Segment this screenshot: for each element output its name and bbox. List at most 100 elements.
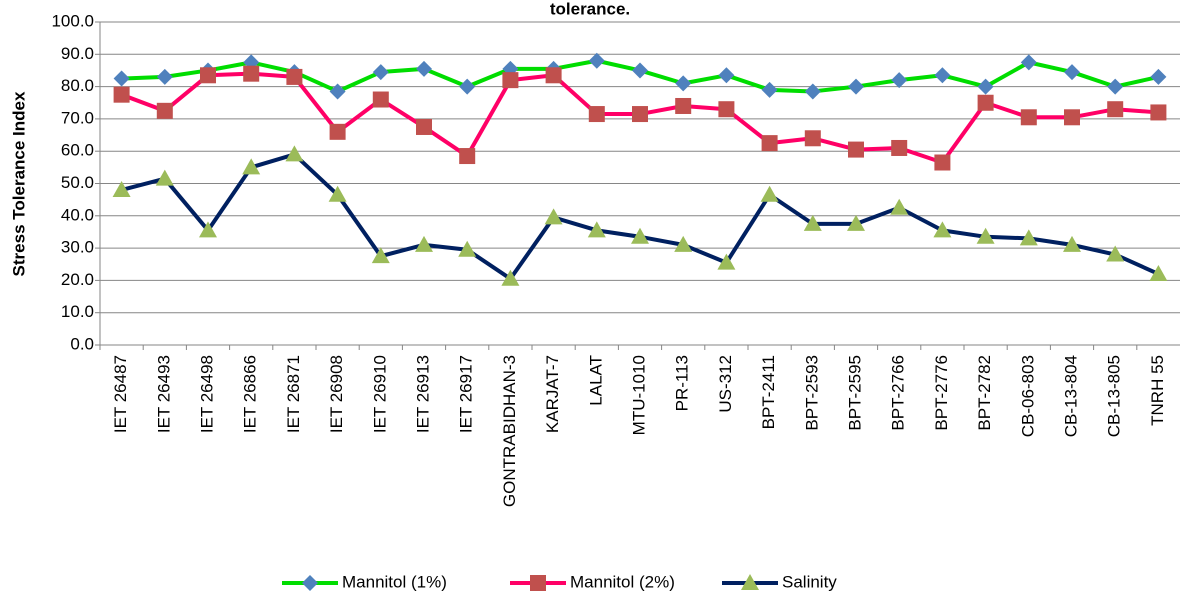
data-point: [761, 81, 778, 98]
data-point: [459, 78, 476, 95]
data-point: [761, 135, 778, 152]
x-tick-label: MTU-1010: [629, 355, 648, 435]
data-point: [416, 118, 432, 135]
legend-label: Mannitol (1%): [342, 572, 447, 591]
data-point: [675, 97, 692, 114]
data-point: [415, 235, 433, 252]
data-point: [372, 91, 389, 108]
x-tick-label: PR-113: [673, 355, 692, 411]
data-point: [199, 221, 217, 238]
legend-label: Salinity: [782, 572, 837, 591]
data-point: [891, 139, 908, 156]
data-point: [674, 235, 693, 252]
y-tick-label: 10.0: [61, 302, 94, 321]
data-point: [1107, 78, 1124, 95]
data-point: [804, 130, 821, 147]
data-point: [416, 60, 432, 77]
data-point: [977, 78, 994, 95]
data-point: [285, 145, 304, 162]
data-point: [933, 221, 952, 238]
data-point: [588, 106, 605, 123]
legend-marker: [741, 574, 759, 590]
data-point: [890, 198, 909, 215]
y-tick-label: 30.0: [61, 238, 94, 257]
data-point: [803, 214, 822, 231]
data-point: [1064, 109, 1080, 126]
data-point: [501, 269, 520, 286]
x-tick-label: CB-13-805: [1105, 355, 1124, 437]
data-point: [156, 68, 173, 85]
x-tick-label: BPT-2595: [845, 355, 864, 431]
x-tick-label: US-312: [716, 355, 735, 413]
legend-marker: [302, 575, 318, 591]
data-point: [675, 75, 692, 92]
data-point: [717, 253, 736, 270]
x-tick-label: CB-06-803: [1018, 355, 1037, 437]
y-tick-label: 40.0: [61, 205, 94, 224]
y-tick-label: 0.0: [70, 334, 94, 353]
x-tick-label: BPT-2593: [802, 355, 821, 431]
data-point: [113, 70, 130, 87]
x-tick-label: IET 26493: [154, 355, 173, 433]
y-axis-label: Stress Tolerance Index: [9, 91, 28, 276]
data-point: [848, 78, 864, 95]
y-tick-label: 100.0: [51, 11, 94, 30]
data-point: [1063, 235, 1081, 252]
x-tick-label: TNRH 55: [1148, 355, 1167, 426]
data-point: [1150, 104, 1167, 121]
data-point: [976, 227, 995, 244]
x-tick-label: LALAT: [586, 355, 605, 406]
data-point: [372, 64, 389, 81]
data-point: [286, 68, 303, 85]
data-point: [587, 221, 606, 238]
data-point: [112, 180, 131, 197]
y-tick-label: 80.0: [61, 76, 94, 95]
data-point: [1106, 245, 1125, 262]
x-tick-label: IET 26913: [413, 355, 432, 433]
x-tick-label: IET 26498: [197, 355, 216, 433]
y-tick-label: 50.0: [61, 173, 94, 192]
data-point: [632, 62, 648, 79]
data-point: [934, 67, 951, 84]
data-point: [588, 52, 605, 69]
data-point: [848, 141, 864, 158]
data-point: [155, 169, 174, 186]
data-point: [1020, 54, 1037, 71]
data-point: [200, 67, 216, 84]
data-point: [760, 185, 779, 202]
data-point: [1064, 64, 1080, 81]
data-point: [545, 67, 562, 84]
data-point: [544, 208, 563, 225]
x-tick-label: BPT-2782: [975, 355, 994, 431]
data-point: [329, 123, 346, 140]
data-point: [1107, 101, 1124, 118]
data-point: [1149, 264, 1168, 281]
data-point: [156, 102, 173, 119]
data-point: [718, 101, 735, 118]
data-point: [934, 154, 951, 171]
x-tick-label: KARJAT-7: [543, 355, 562, 433]
x-tick-label: IET 26910: [370, 355, 389, 433]
data-point: [502, 72, 519, 89]
data-point: [891, 72, 908, 89]
data-point: [328, 185, 347, 202]
data-point: [718, 67, 735, 84]
data-point: [329, 83, 346, 100]
y-tick-label: 60.0: [61, 141, 94, 160]
x-tick-label: CB-13-804: [1061, 355, 1080, 437]
x-tick-label: BPT-2766: [889, 355, 908, 431]
data-point: [632, 106, 648, 123]
data-point: [113, 86, 130, 103]
x-tick-label: IET 26871: [284, 355, 303, 433]
chart-title: tolerance.: [550, 0, 630, 18]
y-tick-label: 20.0: [61, 270, 94, 289]
data-point: [977, 94, 994, 111]
x-tick-label: BPT-2776: [932, 355, 951, 431]
y-tick-label: 70.0: [61, 108, 94, 127]
x-tick-label: IET 26908: [327, 355, 346, 433]
x-tick-label: IET 26487: [111, 355, 130, 433]
legend-label: Mannitol (2%): [570, 572, 675, 591]
data-point: [458, 240, 477, 257]
legend-marker: [530, 575, 546, 591]
